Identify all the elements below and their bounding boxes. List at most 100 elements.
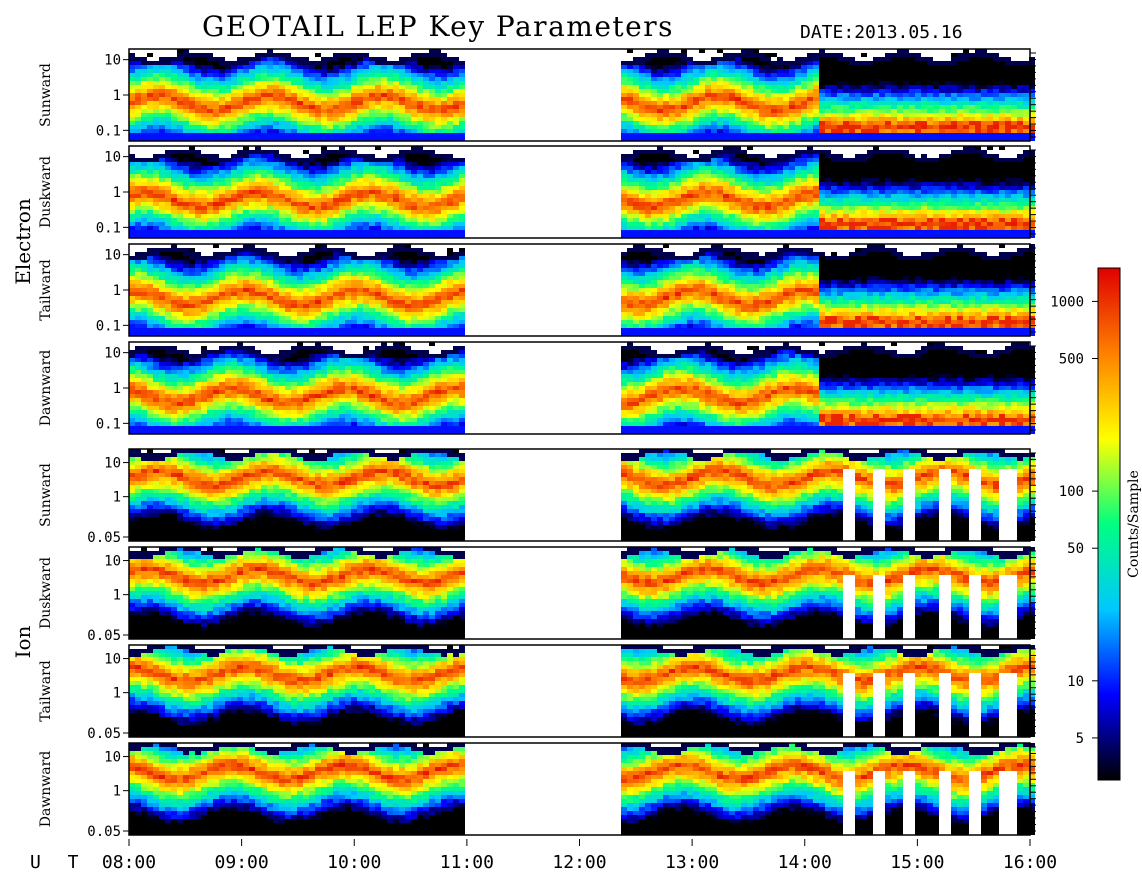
- heat-cell: [879, 69, 885, 73]
- heat-cell: [303, 137, 309, 141]
- heat-cell: [927, 109, 933, 113]
- heat-cell: [405, 190, 411, 194]
- heat-cell: [969, 73, 975, 77]
- heat-cell: [633, 129, 639, 133]
- heat-cell: [159, 121, 165, 125]
- heat-cell: [171, 210, 177, 214]
- heat-cell: [693, 210, 699, 214]
- heat-cell: [249, 121, 255, 125]
- heat-cell: [633, 113, 639, 117]
- heat-cell: [261, 226, 267, 230]
- heat-cell: [975, 117, 981, 121]
- heat-cell: [987, 101, 993, 105]
- heat-cell: [621, 101, 627, 105]
- heat-cell: [813, 81, 819, 85]
- heat-cell: [795, 97, 801, 101]
- heat-cell: [381, 81, 387, 85]
- heat-cell: [699, 198, 705, 202]
- heat-cell: [1029, 137, 1035, 141]
- heat-cell: [867, 154, 873, 158]
- heat-cell: [915, 133, 921, 137]
- heat-cell: [843, 121, 849, 125]
- heat-cell: [765, 109, 771, 113]
- heat-cell: [741, 218, 747, 222]
- heat-cell: [999, 137, 1005, 141]
- heat-cell: [945, 61, 951, 65]
- heat-cell: [201, 125, 207, 129]
- heat-cell: [711, 226, 717, 230]
- heat-cell: [309, 73, 315, 77]
- heat-cell: [375, 178, 381, 182]
- heat-cell: [411, 65, 417, 69]
- heat-cell: [747, 133, 753, 137]
- heat-cell: [777, 61, 783, 65]
- heat-cell: [315, 93, 321, 97]
- heat-cell: [957, 93, 963, 97]
- heat-cell: [687, 105, 693, 109]
- heat-cell: [879, 166, 885, 170]
- heat-cell: [969, 65, 975, 69]
- heat-cell: [309, 234, 315, 238]
- heat-cell: [765, 234, 771, 238]
- heat-cell: [747, 214, 753, 218]
- heat-cell: [375, 73, 381, 77]
- heat-cell: [795, 61, 801, 65]
- heat-cell: [801, 133, 807, 137]
- heat-cell: [675, 230, 681, 234]
- heat-cell: [315, 206, 321, 210]
- heat-cell: [339, 109, 345, 113]
- heat-cell: [759, 97, 765, 101]
- heat-cell: [717, 190, 723, 194]
- heat-cell: [621, 190, 627, 194]
- heat-cell: [237, 150, 243, 154]
- heat-cell: [417, 218, 423, 222]
- heat-cell: [453, 133, 459, 137]
- heat-cell: [399, 226, 405, 230]
- heat-cell: [375, 162, 381, 166]
- heat-cell: [807, 85, 813, 89]
- heat-cell: [801, 97, 807, 101]
- heat-cell: [1005, 113, 1011, 117]
- heat-cell: [657, 57, 663, 61]
- heat-cell: [789, 234, 795, 238]
- heat-cell: [819, 129, 825, 133]
- heat-cell: [939, 77, 945, 81]
- heat-cell: [765, 129, 771, 133]
- heat-cell: [171, 65, 177, 69]
- heat-cell: [267, 202, 273, 206]
- heat-cell: [981, 69, 987, 73]
- heat-cell: [645, 158, 651, 162]
- heat-cell: [453, 234, 459, 238]
- heat-cell: [261, 57, 267, 61]
- heat-cell: [141, 158, 147, 162]
- heat-cell: [231, 158, 237, 162]
- heat-cell: [711, 150, 717, 154]
- heat-cell: [339, 166, 345, 170]
- heat-cell: [639, 194, 645, 198]
- heat-cell: [327, 218, 333, 222]
- heat-cell: [231, 194, 237, 198]
- heat-cell: [195, 137, 201, 141]
- heat-cell: [777, 137, 783, 141]
- heat-cell: [681, 174, 687, 178]
- heat-cell: [699, 97, 705, 101]
- heat-cell: [771, 97, 777, 101]
- heat-cell: [897, 49, 903, 53]
- heat-cell: [729, 198, 735, 202]
- heat-cell: [195, 154, 201, 158]
- heat-cell: [405, 182, 411, 186]
- heat-cell: [369, 101, 375, 105]
- heat-cell: [315, 170, 321, 174]
- heat-cell: [819, 113, 825, 117]
- heat-cell: [201, 53, 207, 57]
- heat-cell: [981, 49, 987, 53]
- heat-cell: [915, 198, 921, 202]
- heat-cell: [825, 182, 831, 186]
- heat-cell: [189, 214, 195, 218]
- heat-cell: [171, 218, 177, 222]
- heat-cell: [387, 170, 393, 174]
- heat-cell: [249, 85, 255, 89]
- heat-cell: [225, 77, 231, 81]
- heat-cell: [279, 190, 285, 194]
- heat-cell: [639, 170, 645, 174]
